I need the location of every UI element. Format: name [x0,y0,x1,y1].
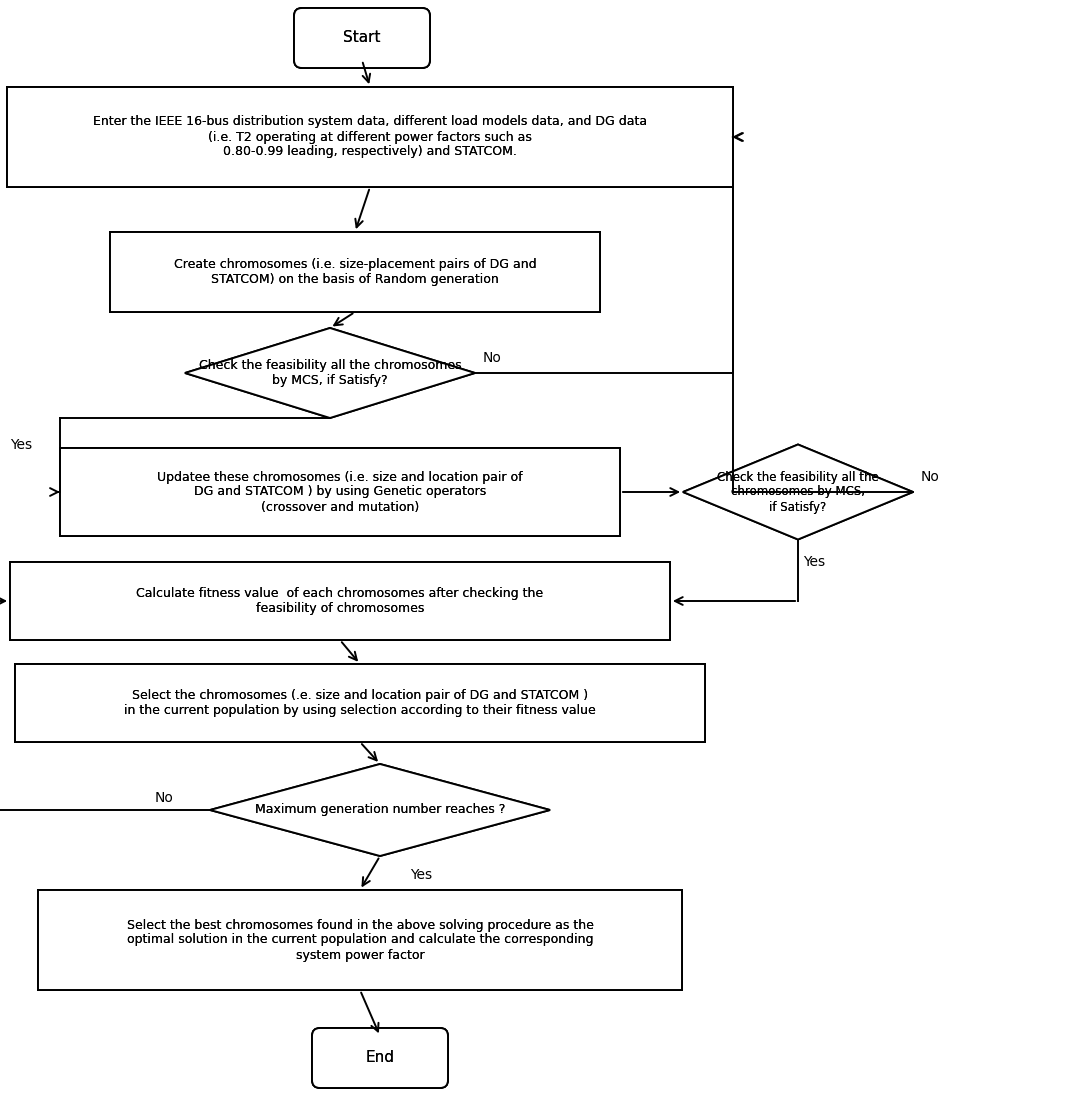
Text: Check the feasibility all the
chromosomes by MCS,
if Satisfy?: Check the feasibility all the chromosome… [717,471,879,513]
Text: Yes: Yes [410,868,432,882]
Polygon shape [185,328,475,418]
Text: Check the feasibility all the chromosomes
by MCS, if Satisfy?: Check the feasibility all the chromosome… [199,359,462,387]
Text: End: End [365,1051,394,1065]
Text: No: No [155,791,174,805]
Text: Start: Start [344,31,381,45]
Text: Enter the IEEE 16-bus distribution system data, different load models data, and : Enter the IEEE 16-bus distribution syste… [93,115,647,158]
Text: Yes: Yes [10,438,32,452]
Bar [8,87,732,186]
Text: Check the feasibility all the chromosomes
by MCS, if Satisfy?: Check the feasibility all the chromosome… [199,359,462,387]
Text: Create chromosomes (i.e. size-placement pairs of DG and
STATCOM) on the basis of: Create chromosomes (i.e. size-placement … [174,258,536,286]
FancyBboxPatch shape [294,8,430,68]
Polygon shape [211,764,550,856]
Text: Calculate fitness value  of each chromosomes after checking the
feasibility of c: Calculate fitness value of each chromoso… [136,587,543,615]
Bar [15,664,705,742]
Text: Enter the IEEE 16-bus distribution system data, different load models data, and : Enter the IEEE 16-bus distribution syste… [93,115,647,158]
Text: End: End [365,1051,394,1065]
Bar [38,890,682,989]
FancyBboxPatch shape [313,1028,448,1088]
Text: Select the best chromosomes found in the above solving procedure as the
optimal : Select the best chromosomes found in the… [127,918,594,961]
Polygon shape [683,444,913,540]
Bar [60,448,620,536]
Text: No: No [483,351,502,365]
Text: Select the chromosomes (.e. size and location pair of DG and STATCOM )
in the cu: Select the chromosomes (.e. size and loc… [125,689,596,717]
Bar [60,448,620,536]
Bar [110,231,600,312]
Text: Yes: Yes [803,554,825,568]
Text: No: No [921,470,940,484]
Bar [15,664,705,742]
FancyBboxPatch shape [294,8,430,68]
Text: Check the feasibility all the
chromosomes by MCS,
if Satisfy?: Check the feasibility all the chromosome… [717,471,879,513]
Polygon shape [185,328,475,418]
Bar [10,562,670,640]
Text: Maximum generation number reaches ?: Maximum generation number reaches ? [255,803,505,816]
Bar [10,562,670,640]
Polygon shape [211,764,550,856]
FancyBboxPatch shape [313,1028,448,1088]
Text: Updatee these chromosomes (i.e. size and location pair of
DG and STATCOM ) by us: Updatee these chromosomes (i.e. size and… [157,471,523,513]
Text: Create chromosomes (i.e. size-placement pairs of DG and
STATCOM) on the basis of: Create chromosomes (i.e. size-placement … [174,258,536,286]
Text: Updatee these chromosomes (i.e. size and location pair of
DG and STATCOM ) by us: Updatee these chromosomes (i.e. size and… [157,471,523,513]
Text: Start: Start [344,31,381,45]
Text: Select the best chromosomes found in the above solving procedure as the
optimal : Select the best chromosomes found in the… [127,918,594,961]
Bar [110,231,600,312]
Bar [8,87,732,186]
Bar [38,890,682,989]
Polygon shape [683,444,913,540]
Text: Select the chromosomes (.e. size and location pair of DG and STATCOM )
in the cu: Select the chromosomes (.e. size and loc… [125,689,596,717]
Text: Calculate fitness value  of each chromosomes after checking the
feasibility of c: Calculate fitness value of each chromoso… [136,587,543,615]
Text: Maximum generation number reaches ?: Maximum generation number reaches ? [255,803,505,816]
